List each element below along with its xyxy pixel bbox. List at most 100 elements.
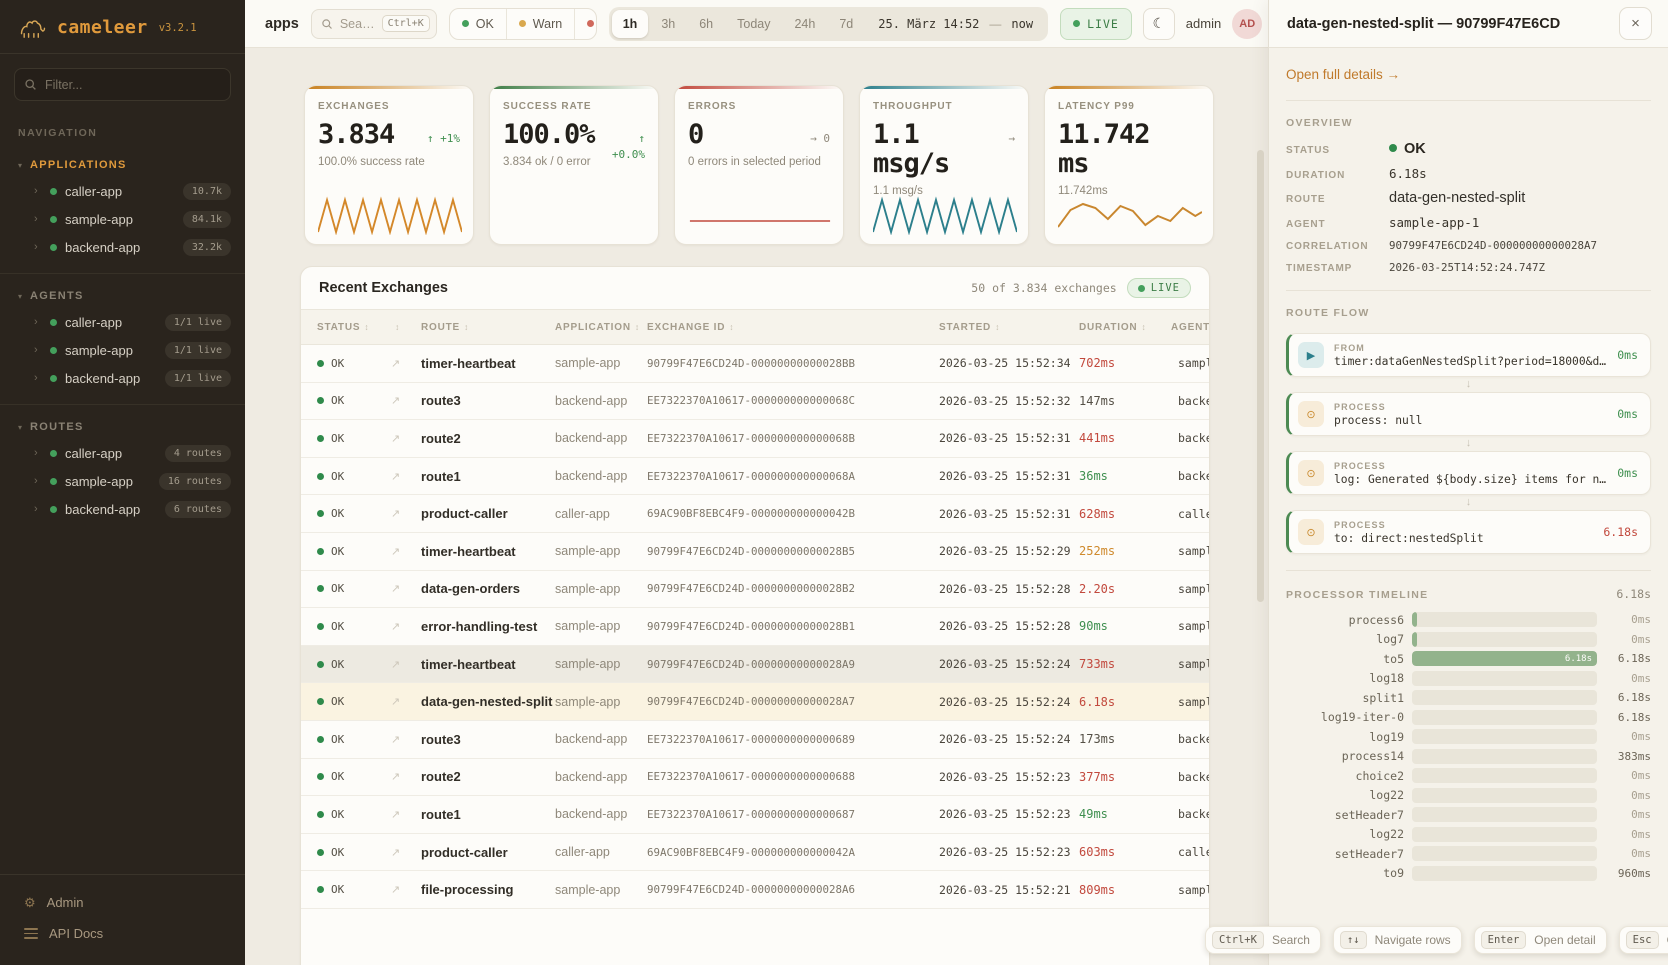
timeline-row[interactable]: process6 0ms bbox=[1286, 612, 1651, 627]
table-row[interactable]: OK ↗ route2 backend-app EE7322370A10617-… bbox=[301, 420, 1209, 458]
section-header-routes[interactable]: ▾ ROUTES bbox=[0, 415, 245, 439]
open-exchange-icon[interactable]: ↗ bbox=[391, 658, 401, 671]
metric-card[interactable]: SUCCESS RATE 100.0% ↑ +0.0% 3.834 ok / 0… bbox=[489, 85, 659, 245]
table-row[interactable]: OK ↗ route1 backend-app EE7322370A10617-… bbox=[301, 796, 1209, 834]
sidebar-item-agent[interactable]: › sample-app 1/1 live bbox=[0, 336, 245, 364]
column-exchange-id[interactable]: EXCHANGE ID ↕ bbox=[647, 321, 735, 333]
timeline-row[interactable]: split1 6.18s bbox=[1286, 690, 1651, 705]
metric-card[interactable]: ERRORS 0 → 0 0 errors in selected period bbox=[674, 85, 844, 245]
column-started[interactable]: STARTED ↕ bbox=[939, 321, 1001, 333]
timeline-row[interactable]: log18 0ms bbox=[1286, 670, 1651, 686]
open-exchange-icon[interactable]: ↗ bbox=[391, 395, 401, 408]
sidebar-item-agent[interactable]: › caller-app 1/1 live bbox=[0, 308, 245, 336]
section-header-applications[interactable]: ▾ APPLICATIONS bbox=[0, 153, 245, 177]
date-range-start[interactable]: 25. März 14:52 bbox=[878, 16, 980, 31]
shortcut-label: Search bbox=[1271, 933, 1310, 947]
column-duration[interactable]: DURATION ↕ bbox=[1079, 321, 1147, 333]
sidebar-item-route[interactable]: › sample-app 16 routes bbox=[0, 467, 245, 495]
live-badge[interactable]: LIVE bbox=[1060, 7, 1132, 40]
timeline-row[interactable]: log22 0ms bbox=[1286, 787, 1651, 803]
metric-card[interactable]: EXCHANGES 3.834 ↑ +1% 100.0% success rat… bbox=[304, 85, 474, 245]
timeline-row[interactable]: choice2 0ms bbox=[1286, 768, 1651, 783]
table-row[interactable]: OK ↗ route1 backend-app EE7322370A10617-… bbox=[301, 458, 1209, 496]
open-exchange-icon[interactable]: ↗ bbox=[391, 545, 401, 558]
open-exchange-icon[interactable]: ↗ bbox=[391, 884, 401, 897]
open-exchange-icon[interactable]: ↗ bbox=[391, 470, 401, 483]
date-range-end[interactable]: now bbox=[1011, 16, 1034, 31]
table-row[interactable]: OK ↗ error-handling-test sample-app 9079… bbox=[301, 608, 1209, 646]
time-range-button[interactable]: 3h bbox=[650, 10, 686, 38]
sidebar-item-route[interactable]: › backend-app 6 routes bbox=[0, 495, 245, 523]
flow-step[interactable]: ⊙ PROCESS log: Generated ${body.size} it… bbox=[1286, 451, 1651, 495]
status-filter[interactable]: Warn bbox=[507, 8, 576, 39]
table-row[interactable]: OK ↗ data-gen-orders sample-app 90799F47… bbox=[301, 571, 1209, 609]
table-row[interactable]: OK ↗ product-caller caller-app 69AC90BF8… bbox=[301, 495, 1209, 533]
table-count: 50 of 3.834 exchanges bbox=[971, 281, 1117, 295]
time-range-button[interactable]: Today bbox=[726, 10, 781, 38]
timeline-row[interactable]: setHeader7 0ms bbox=[1286, 846, 1651, 861]
timeline-row[interactable]: process14 383ms bbox=[1286, 748, 1651, 764]
close-button[interactable]: × bbox=[1619, 7, 1652, 40]
status-filter[interactable]: OK bbox=[450, 8, 507, 39]
sidebar-item-route[interactable]: › caller-app 4 routes bbox=[0, 439, 245, 467]
metric-card[interactable]: THROUGHPUT 1.1 msg/s → 1.1 msg/s bbox=[859, 85, 1029, 245]
open-exchange-icon[interactable]: ↗ bbox=[391, 696, 401, 709]
sidebar-item-admin[interactable]: ⚙ Admin bbox=[0, 887, 245, 918]
column-status[interactable]: STATUS ↕ bbox=[317, 321, 370, 333]
flow-step[interactable]: ▶ FROM timer:dataGenNestedSplit?period=1… bbox=[1286, 333, 1651, 377]
timeline-track: 6.18s bbox=[1412, 651, 1597, 666]
timeline-row[interactable]: to5 6.18s 6.18s bbox=[1286, 651, 1651, 666]
timeline-row[interactable]: log19 0ms bbox=[1286, 729, 1651, 744]
column-open[interactable]: ↕ bbox=[391, 322, 421, 332]
open-exchange-icon[interactable]: ↗ bbox=[391, 808, 401, 821]
table-row[interactable]: OK ↗ route3 backend-app EE7322370A10617-… bbox=[301, 721, 1209, 759]
flow-step[interactable]: ⊙ PROCESS process: null 0ms bbox=[1286, 392, 1651, 436]
timeline-row[interactable]: setHeader7 0ms bbox=[1286, 807, 1651, 822]
time-range-button[interactable]: 1h bbox=[611, 9, 649, 38]
search-icon bbox=[25, 79, 36, 90]
table-row[interactable]: OK ↗ route3 backend-app EE7322370A10617-… bbox=[301, 383, 1209, 421]
column-agent[interactable]: AGENT↕ bbox=[1171, 321, 1210, 333]
open-exchange-icon[interactable]: ↗ bbox=[391, 583, 401, 596]
metric-card[interactable]: LATENCY P99 11.742 ms 11.742ms bbox=[1044, 85, 1214, 245]
sidebar-item-application[interactable]: › backend-app 32.2k bbox=[0, 233, 245, 261]
sidebar-item-application[interactable]: › sample-app 84.1k bbox=[0, 205, 245, 233]
sidebar-item-api-docs[interactable]: API Docs bbox=[0, 918, 245, 949]
column-application[interactable]: APPLICATION ↕ bbox=[555, 321, 640, 333]
open-exchange-icon[interactable]: ↗ bbox=[391, 846, 401, 859]
timeline-row[interactable]: log19-iter-0 6.18s bbox=[1286, 709, 1651, 725]
avatar[interactable]: AD bbox=[1232, 8, 1263, 39]
table-row[interactable]: OK ↗ data-gen-nested-split sample-app 90… bbox=[301, 683, 1209, 721]
table-row[interactable]: OK ↗ file-processing sample-app 90799F47… bbox=[301, 871, 1209, 909]
time-range-button[interactable]: 24h bbox=[783, 10, 826, 38]
open-exchange-icon[interactable]: ↗ bbox=[391, 432, 401, 445]
open-full-details-link[interactable]: Open full details → bbox=[1286, 67, 1401, 82]
table-row[interactable]: OK ↗ product-caller caller-app 69AC90BF8… bbox=[301, 834, 1209, 872]
timeline-row[interactable]: log7 0ms bbox=[1286, 631, 1651, 647]
sidebar-item-application[interactable]: › caller-app 10.7k bbox=[0, 177, 245, 205]
section-header-agents[interactable]: ▾ AGENTS bbox=[0, 284, 245, 308]
column-route[interactable]: ROUTE ↕ bbox=[421, 321, 470, 333]
table-row[interactable]: OK ↗ timer-heartbeat sample-app 90799F47… bbox=[301, 533, 1209, 571]
open-exchange-icon[interactable]: ↗ bbox=[391, 733, 401, 746]
table-row[interactable]: OK ↗ timer-heartbeat sample-app 90799F47… bbox=[301, 345, 1209, 383]
sidebar-item-agent[interactable]: › backend-app 1/1 live bbox=[0, 364, 245, 392]
sidebar-filter-input[interactable] bbox=[14, 68, 231, 101]
tab-apps[interactable]: apps bbox=[265, 15, 299, 32]
open-exchange-icon[interactable]: ↗ bbox=[391, 771, 401, 784]
time-range-button[interactable]: 7d bbox=[828, 10, 864, 38]
timeline-row[interactable]: to9 960ms bbox=[1286, 865, 1651, 881]
table-row[interactable]: OK ↗ route2 backend-app EE7322370A10617-… bbox=[301, 759, 1209, 797]
table-row[interactable]: OK ↗ timer-heartbeat sample-app 90799F47… bbox=[301, 645, 1209, 684]
status-filter[interactable]: E bbox=[575, 9, 596, 39]
row-application: sample-app bbox=[555, 356, 621, 371]
open-exchange-icon[interactable]: ↗ bbox=[391, 508, 401, 521]
open-exchange-icon[interactable]: ↗ bbox=[391, 357, 401, 370]
dark-mode-toggle[interactable]: ☾ bbox=[1142, 7, 1175, 40]
search-box[interactable]: Sea… Ctrl+K bbox=[310, 8, 437, 39]
timeline-row[interactable]: log22 0ms bbox=[1286, 826, 1651, 842]
vertical-scrollbar[interactable] bbox=[1257, 150, 1264, 602]
flow-step[interactable]: ⊙ PROCESS to: direct:nestedSplit 6.18s bbox=[1286, 510, 1651, 554]
open-exchange-icon[interactable]: ↗ bbox=[391, 620, 401, 633]
time-range-button[interactable]: 6h bbox=[688, 10, 724, 38]
